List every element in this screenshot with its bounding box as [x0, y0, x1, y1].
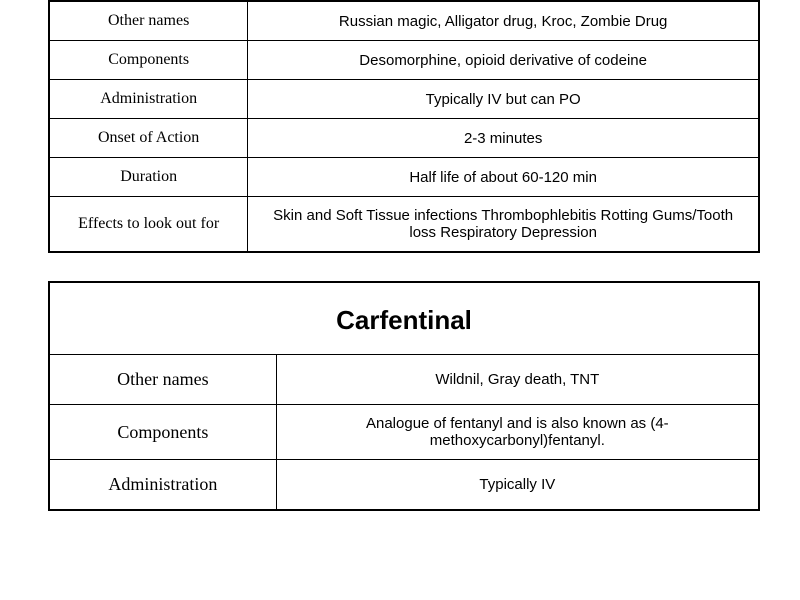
table-row: Duration Half life of about 60-120 min	[49, 158, 759, 197]
row-label: Components	[49, 405, 276, 460]
table-row: Administration Typically IV but can PO	[49, 80, 759, 119]
row-label: Other names	[49, 1, 248, 41]
row-value: Skin and Soft Tissue infections Thrombop…	[248, 197, 759, 253]
row-label: Effects to look out for	[49, 197, 248, 253]
table-title: Carfentinal	[49, 282, 759, 355]
row-label: Other names	[49, 355, 276, 405]
row-value: Analogue of fentanyl and is also known a…	[276, 405, 759, 460]
table-row: Effects to look out for Skin and Soft Ti…	[49, 197, 759, 253]
row-value: Typically IV but can PO	[248, 80, 759, 119]
table-row: Other names Russian magic, Alligator dru…	[49, 1, 759, 41]
row-value: Wildnil, Gray death, TNT	[276, 355, 759, 405]
row-label: Components	[49, 41, 248, 80]
row-value: 2-3 minutes	[248, 119, 759, 158]
table-row: Other names Wildnil, Gray death, TNT	[49, 355, 759, 405]
row-value: Half life of about 60-120 min	[248, 158, 759, 197]
drug-table-1: Other names Russian magic, Alligator dru…	[48, 0, 760, 253]
table-row: Administration Typically IV	[49, 460, 759, 511]
table-title-row: Carfentinal	[49, 282, 759, 355]
drug-table-2: Carfentinal Other names Wildnil, Gray de…	[48, 281, 760, 511]
row-value: Russian magic, Alligator drug, Kroc, Zom…	[248, 1, 759, 41]
table-row: Onset of Action 2-3 minutes	[49, 119, 759, 158]
table-row: Components Desomorphine, opioid derivati…	[49, 41, 759, 80]
table-row: Components Analogue of fentanyl and is a…	[49, 405, 759, 460]
row-label: Duration	[49, 158, 248, 197]
row-value: Typically IV	[276, 460, 759, 511]
row-label: Administration	[49, 80, 248, 119]
row-label: Administration	[49, 460, 276, 511]
row-label: Onset of Action	[49, 119, 248, 158]
row-value: Desomorphine, opioid derivative of codei…	[248, 41, 759, 80]
